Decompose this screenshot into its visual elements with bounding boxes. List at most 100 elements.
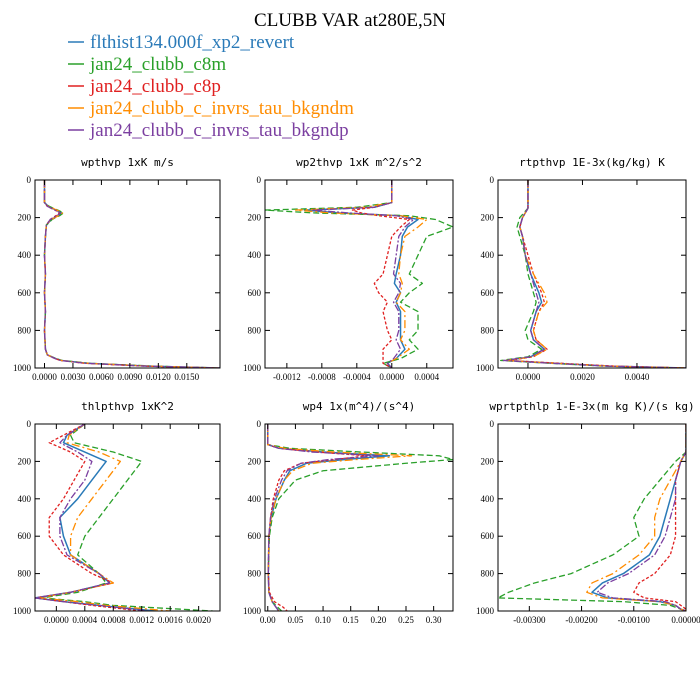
y-tick-label: 800 xyxy=(248,569,262,579)
x-tick-label: 0.30 xyxy=(426,615,442,625)
series-line xyxy=(351,180,410,368)
series-line xyxy=(35,424,142,611)
x-tick-label: 0.0150 xyxy=(174,372,199,382)
y-tick-label: 0 xyxy=(490,419,495,429)
y-tick-label: 400 xyxy=(248,494,262,504)
y-tick-label: 800 xyxy=(481,325,495,335)
x-tick-label: 0.0090 xyxy=(117,372,142,382)
y-tick-label: 1000 xyxy=(476,606,495,616)
y-tick-label: 1000 xyxy=(243,363,262,373)
x-tick-label: 0.0000 xyxy=(44,615,69,625)
y-tick-label: 600 xyxy=(248,531,262,541)
panel-title: thlpthvp 1xK^2 xyxy=(81,400,174,413)
legend-label: jan24_clubb_c8m xyxy=(89,54,226,75)
y-tick-label: 600 xyxy=(248,288,262,298)
y-tick-label: 200 xyxy=(18,213,32,223)
series-line xyxy=(586,424,686,611)
figure-title: CLUBB VAR at280E,5N xyxy=(254,10,446,31)
x-tick-label: 0.0012 xyxy=(129,615,154,625)
x-tick-label: 0.0004 xyxy=(72,615,97,625)
x-tick-label: 0.0120 xyxy=(146,372,171,382)
series-line xyxy=(267,424,368,611)
x-tick-label: -0.00100 xyxy=(618,615,651,625)
y-tick-label: 800 xyxy=(18,569,32,579)
x-tick-label: 0.0000 xyxy=(32,372,57,382)
y-tick-label: 200 xyxy=(481,213,495,223)
series-line xyxy=(265,180,453,368)
y-tick-label: 400 xyxy=(481,250,495,260)
series-group xyxy=(265,180,453,368)
chart-panel: rtpthvp 1E-3x(kg/kg) K 0.0000 0.0020 0.0040… xyxy=(476,156,687,382)
series-line xyxy=(41,424,213,611)
y-tick-label: 200 xyxy=(248,456,262,466)
series-line xyxy=(312,180,415,368)
x-tick-label: 0.20 xyxy=(370,615,386,625)
x-tick-label: 0.25 xyxy=(398,615,414,625)
plot-frame xyxy=(264,179,454,369)
y-tick-label: 600 xyxy=(18,288,32,298)
chart-panel: wp2thvp 1xK m^2/s^2 -0.0012 -0.0008 -0.0004… xyxy=(243,156,454,382)
panel-title: wp2thvp 1xK m^2/s^2 xyxy=(296,156,422,169)
series-line xyxy=(43,180,220,368)
y-tick-label: 0 xyxy=(27,175,32,185)
series-line xyxy=(502,180,686,368)
y-tick-label: 600 xyxy=(481,288,495,298)
x-tick-label: 0.0020 xyxy=(570,372,595,382)
x-tick-label: -0.0008 xyxy=(308,372,336,382)
x-tick-label: 0.0016 xyxy=(158,615,183,625)
series-group xyxy=(498,424,686,611)
legend-entry: jan24_clubb_c8p xyxy=(68,76,221,97)
x-tick-label: 0.0060 xyxy=(89,372,114,382)
y-tick-label: 0 xyxy=(490,175,495,185)
series-group xyxy=(267,424,453,611)
series-line xyxy=(35,424,157,611)
x-tick-label: 0.0020 xyxy=(186,615,211,625)
series-line xyxy=(43,180,220,368)
series-group xyxy=(500,180,686,368)
series-group xyxy=(35,424,213,611)
panel-title: wprtpthlp 1-E-3x(m kg K)/(s kg) xyxy=(489,400,694,413)
series-line xyxy=(43,180,220,368)
y-tick-label: 200 xyxy=(18,456,32,466)
y-tick-label: 200 xyxy=(248,213,262,223)
series-line xyxy=(267,424,380,611)
panel-title: wp4 1x(m^4)/(s^4) xyxy=(303,400,416,413)
chart-panel: wprtpthlp 1-E-3x(m kg K)/(s kg) -0.00300 -… xyxy=(476,400,700,625)
series-line xyxy=(43,180,220,368)
y-tick-label: 800 xyxy=(481,569,495,579)
legend-entry: jan24_clubb_c8m xyxy=(68,54,226,75)
x-tick-label: -0.00300 xyxy=(513,615,546,625)
y-tick-label: 400 xyxy=(481,494,495,504)
x-tick-label: -0.0012 xyxy=(273,372,301,382)
x-tick-label: 0.0004 xyxy=(414,372,439,382)
y-tick-label: 0 xyxy=(257,419,262,429)
legend-entry: jan24_clubb_c_invrs_tau_bkgndp xyxy=(68,120,349,141)
x-tick-label: 0.0040 xyxy=(625,372,650,382)
plot-frame xyxy=(497,423,687,612)
series-line xyxy=(43,180,220,368)
series-group xyxy=(43,180,220,368)
y-tick-label: 400 xyxy=(18,250,32,260)
legend-entry: flthist134.000f_xp2_revert xyxy=(68,32,295,53)
y-tick-label: 800 xyxy=(18,325,32,335)
series-line xyxy=(505,180,686,368)
x-tick-label: 0.00 xyxy=(260,615,276,625)
y-tick-label: 400 xyxy=(18,494,32,504)
x-tick-label: 0.15 xyxy=(343,615,359,625)
panel-title: rtpthvp 1E-3x(kg/kg) K xyxy=(519,156,665,169)
y-tick-label: 600 xyxy=(18,531,32,541)
x-tick-label: 0.0030 xyxy=(61,372,86,382)
y-tick-label: 0 xyxy=(257,175,262,185)
series-line xyxy=(633,424,686,611)
plot-frame xyxy=(264,423,454,612)
x-tick-label: 0.05 xyxy=(288,615,304,625)
x-tick-label: 0.0000 xyxy=(379,372,404,382)
y-tick-label: 400 xyxy=(248,250,262,260)
y-tick-label: 1000 xyxy=(13,606,32,616)
chart-panel: wpthvp 1xK m/s 0.0000 0.0030 0.0060 0.0090 0.… xyxy=(13,156,221,382)
chart-panel: wp4 1x(m^4)/(s^4) 0.00 0.05 0.10 0.15 0.20 0.2… xyxy=(243,400,454,625)
y-tick-label: 600 xyxy=(481,531,495,541)
panels: wpthvp 1xK m/s0.0000 0.0030 0.0060 0.0090 0.… xyxy=(13,156,700,625)
series-line xyxy=(35,424,149,611)
